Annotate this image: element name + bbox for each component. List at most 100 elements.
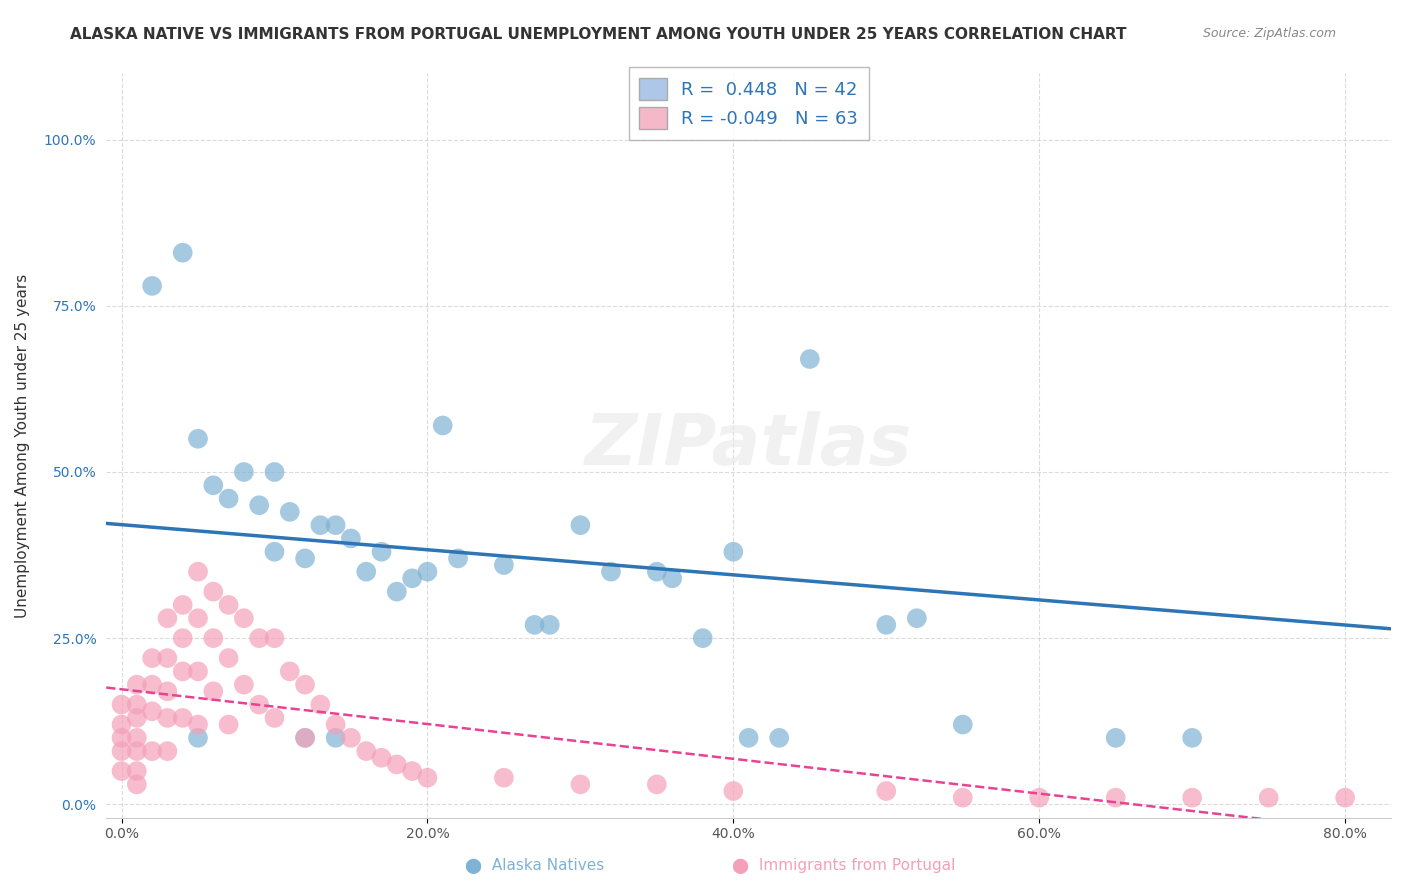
Point — [370, 751, 392, 765]
Point — [156, 684, 179, 698]
Point — [110, 698, 132, 712]
Point — [110, 717, 132, 731]
Point — [875, 784, 897, 798]
Point — [141, 651, 163, 665]
Point — [202, 684, 225, 698]
Point — [187, 611, 209, 625]
Point — [340, 532, 363, 546]
Y-axis label: Unemployment Among Youth under 25 years: Unemployment Among Youth under 25 years — [15, 273, 30, 617]
Point — [172, 711, 194, 725]
Point — [172, 665, 194, 679]
Point — [263, 631, 285, 645]
Point — [218, 598, 240, 612]
Point — [141, 279, 163, 293]
Point — [218, 491, 240, 506]
Point — [432, 418, 454, 433]
Point — [278, 665, 301, 679]
Point — [247, 698, 270, 712]
Point — [569, 777, 592, 791]
Point — [125, 711, 148, 725]
Point — [125, 777, 148, 791]
Point — [492, 771, 515, 785]
Point — [799, 351, 821, 366]
Point — [110, 731, 132, 745]
Point — [187, 717, 209, 731]
Point — [325, 731, 347, 745]
Point — [202, 584, 225, 599]
Point — [202, 478, 225, 492]
Point — [125, 698, 148, 712]
Point — [172, 245, 194, 260]
Point — [1181, 790, 1204, 805]
Point — [110, 744, 132, 758]
Text: ⬤  Immigrants from Portugal: ⬤ Immigrants from Portugal — [733, 858, 955, 874]
Point — [447, 551, 470, 566]
Point — [905, 611, 928, 625]
Point — [661, 571, 683, 585]
Point — [278, 505, 301, 519]
Point — [416, 565, 439, 579]
Point — [416, 771, 439, 785]
Point — [952, 790, 974, 805]
Point — [952, 717, 974, 731]
Point — [1334, 790, 1357, 805]
Point — [232, 678, 254, 692]
Point — [294, 551, 316, 566]
Point — [125, 731, 148, 745]
Text: ZIPatlas: ZIPatlas — [585, 411, 912, 480]
Point — [263, 465, 285, 479]
Point — [294, 731, 316, 745]
Point — [187, 731, 209, 745]
Legend: R =  0.448   N = 42, R = -0.049   N = 63: R = 0.448 N = 42, R = -0.049 N = 63 — [628, 68, 869, 140]
Point — [110, 764, 132, 778]
Point — [401, 764, 423, 778]
Point — [1028, 790, 1050, 805]
Point — [172, 631, 194, 645]
Point — [325, 518, 347, 533]
Point — [569, 518, 592, 533]
Point — [1181, 731, 1204, 745]
Point — [141, 678, 163, 692]
Point — [1105, 790, 1128, 805]
Point — [125, 678, 148, 692]
Point — [263, 545, 285, 559]
Point — [263, 711, 285, 725]
Point — [187, 665, 209, 679]
Point — [600, 565, 623, 579]
Point — [370, 545, 392, 559]
Text: ALASKA NATIVE VS IMMIGRANTS FROM PORTUGAL UNEMPLOYMENT AMONG YOUTH UNDER 25 YEAR: ALASKA NATIVE VS IMMIGRANTS FROM PORTUGA… — [70, 27, 1126, 42]
Point — [232, 465, 254, 479]
Text: ⬤  Alaska Natives: ⬤ Alaska Natives — [464, 858, 605, 874]
Point — [232, 611, 254, 625]
Point — [401, 571, 423, 585]
Point — [692, 631, 714, 645]
Point — [325, 717, 347, 731]
Point — [1257, 790, 1279, 805]
Point — [385, 757, 408, 772]
Point — [141, 704, 163, 718]
Point — [875, 618, 897, 632]
Point — [156, 711, 179, 725]
Point — [172, 598, 194, 612]
Point — [309, 698, 332, 712]
Point — [156, 651, 179, 665]
Point — [354, 565, 377, 579]
Point — [156, 611, 179, 625]
Point — [187, 565, 209, 579]
Point — [645, 777, 668, 791]
Point — [125, 764, 148, 778]
Point — [125, 744, 148, 758]
Point — [156, 744, 179, 758]
Point — [187, 432, 209, 446]
Point — [202, 631, 225, 645]
Point — [218, 651, 240, 665]
Point — [385, 584, 408, 599]
Point — [294, 731, 316, 745]
Point — [538, 618, 561, 632]
Point — [309, 518, 332, 533]
Point — [1105, 731, 1128, 745]
Point — [723, 784, 745, 798]
Point — [723, 545, 745, 559]
Point — [354, 744, 377, 758]
Point — [768, 731, 790, 745]
